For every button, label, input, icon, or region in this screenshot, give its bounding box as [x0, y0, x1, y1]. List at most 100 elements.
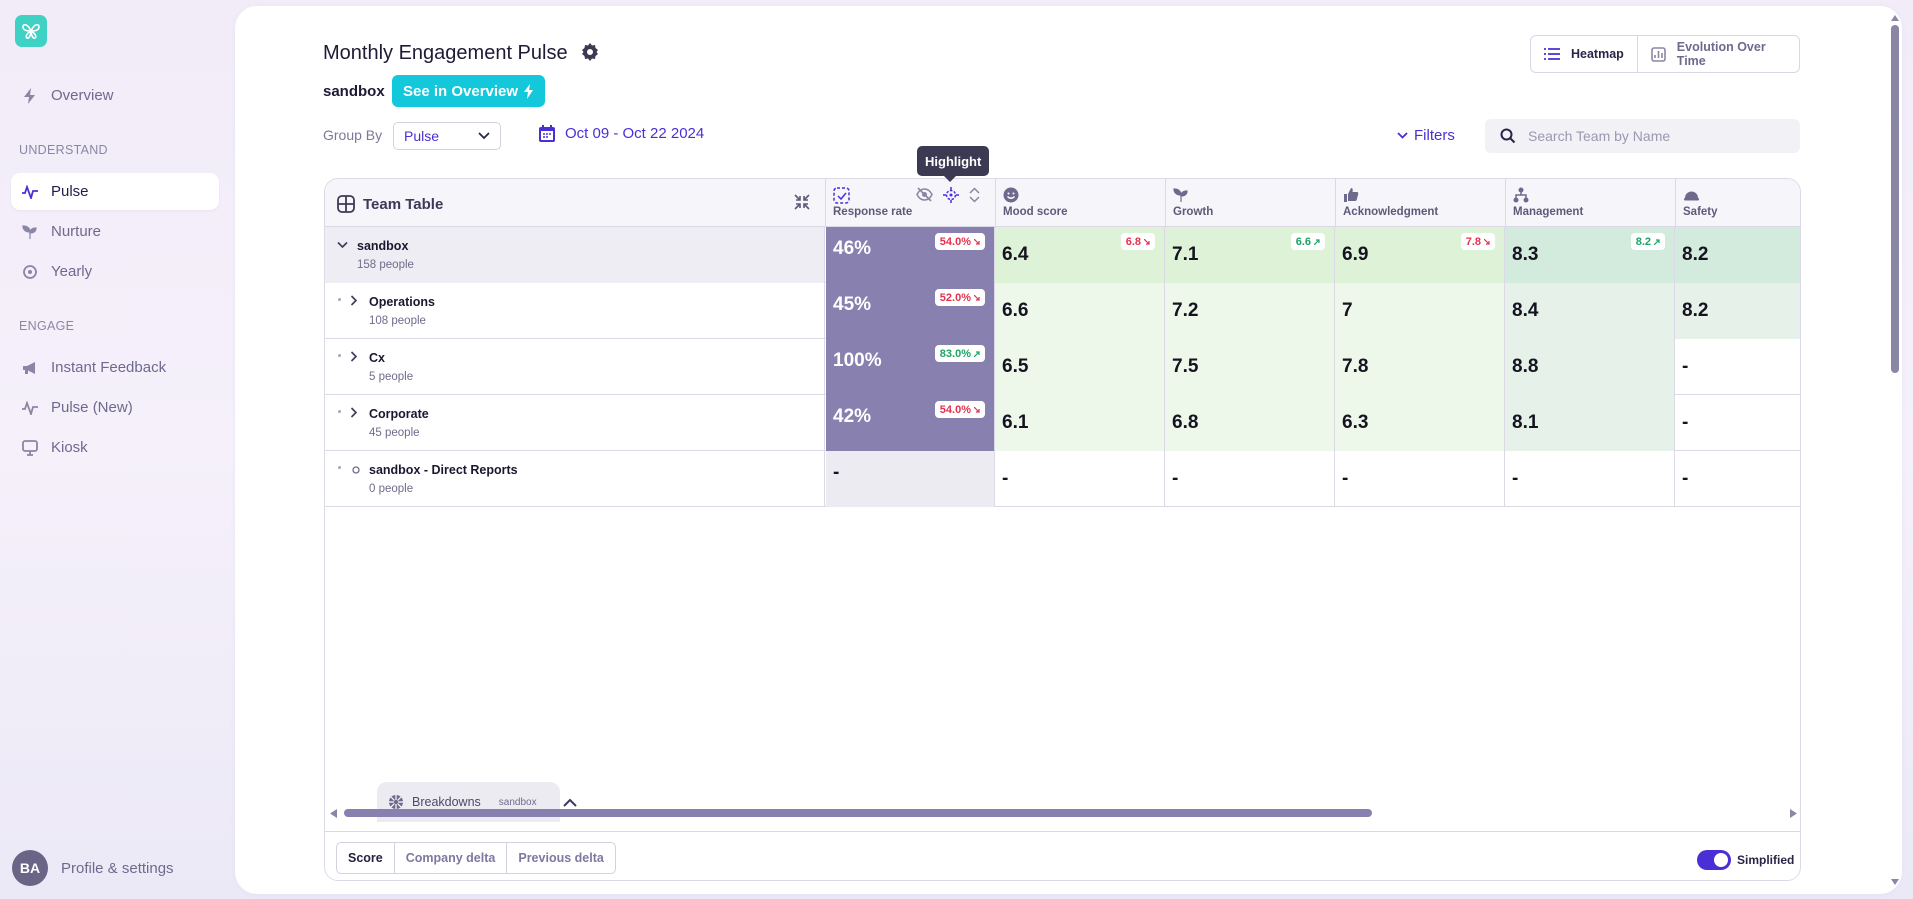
response-rate-cell[interactable]: 100% 83.0%	[826, 339, 995, 395]
see-in-overview-button[interactable]: See in Overview	[392, 75, 546, 107]
delta-badge: 54.0%	[934, 233, 985, 250]
sidebar-item-kiosk[interactable]: Kiosk	[11, 429, 219, 466]
pulse-icon	[22, 400, 38, 416]
page-scrollbar[interactable]	[1889, 15, 1901, 885]
management-cell[interactable]: 8.8	[1505, 339, 1675, 395]
arrow-up-icon[interactable]	[1891, 15, 1899, 21]
response-rate-cell[interactable]: 46% 54.0%	[826, 227, 995, 283]
date-range-picker[interactable]: Oct 09 - Oct 22 2024	[538, 124, 704, 143]
team-name[interactable]: Cx	[369, 351, 385, 365]
column-header-acknowledgment[interactable]: Acknowledgment	[1335, 179, 1505, 227]
management-cell[interactable]: -	[1505, 451, 1675, 507]
growth-cell[interactable]: -	[1165, 451, 1335, 507]
response-rate-cell[interactable]: 42% 54.0%	[826, 395, 995, 451]
profile-settings[interactable]: BA Profile & settings	[12, 850, 174, 886]
sprout-icon	[22, 224, 38, 240]
sidebar-item-instant-feedback[interactable]: Instant Feedback	[11, 349, 219, 386]
simplified-switch: Simplified	[1697, 850, 1794, 870]
safety-cell[interactable]: -	[1675, 395, 1800, 451]
collapse-icon[interactable]	[793, 193, 811, 211]
evolution-view-button[interactable]: Evolution Over Time	[1636, 36, 1799, 72]
mode-company-delta[interactable]: Company delta	[393, 843, 507, 873]
mode-score[interactable]: Score	[348, 851, 383, 865]
acknowledgment-cell[interactable]: 7	[1335, 283, 1505, 339]
team-name[interactable]: Corporate	[369, 407, 429, 421]
chevron-down-icon[interactable]	[337, 241, 348, 249]
column-header-mood-score[interactable]: Mood score	[995, 179, 1165, 227]
response-rate-cell[interactable]: -	[826, 451, 995, 507]
team-name[interactable]: Operations	[369, 295, 435, 309]
safety-cell[interactable]: 8.2	[1675, 227, 1800, 283]
bolt-icon	[22, 87, 38, 104]
main-panel: Monthly Engagement Pulse sandbox See in …	[235, 6, 1902, 894]
column-header-response-rate[interactable]: Response rate	[825, 179, 995, 227]
filters-button[interactable]: Filters	[1397, 127, 1455, 144]
sidebar-item-nurture[interactable]: Nurture	[11, 213, 219, 250]
team-name[interactable]: sandbox	[357, 239, 409, 253]
scrollbar-thumb[interactable]	[344, 809, 1372, 817]
horizontal-scrollbar[interactable]	[330, 807, 1797, 819]
gear-icon[interactable]	[580, 42, 600, 62]
safety-cell[interactable]: -	[1675, 339, 1800, 395]
chevron-right-icon[interactable]	[350, 407, 358, 418]
sidebar-item-pulse[interactable]: Pulse	[11, 173, 219, 210]
sidebar-item-overview[interactable]: Overview	[11, 77, 219, 114]
mood-score-cell[interactable]: 6.4 6.8	[995, 227, 1165, 283]
delta-badge: 83.0%	[934, 345, 985, 362]
mode-previous-delta[interactable]: Previous delta	[506, 843, 614, 873]
cell-value: 8.8	[1512, 356, 1539, 377]
delta-badge: 54.0%	[934, 401, 985, 418]
arrow-down-icon[interactable]	[1891, 879, 1899, 885]
chevron-right-icon[interactable]	[350, 295, 358, 306]
safety-cell[interactable]: 8.2	[1675, 283, 1800, 339]
acknowledgment-cell[interactable]: 6.9 7.8	[1335, 227, 1505, 283]
butterfly-logo-icon[interactable]	[15, 15, 47, 47]
chevron-up-icon[interactable]	[562, 798, 577, 807]
column-header-safety[interactable]: Safety	[1675, 179, 1800, 227]
crosshair-icon[interactable]	[943, 187, 959, 203]
growth-cell[interactable]: 7.5	[1165, 339, 1335, 395]
acknowledgment-cell[interactable]: 7.8	[1335, 339, 1505, 395]
group-by-select[interactable]: Pulse	[393, 122, 501, 150]
sidebar-item-label: Overview	[51, 87, 114, 104]
cell-value: 6.5	[1002, 356, 1029, 377]
management-cell[interactable]: 8.1	[1505, 395, 1675, 451]
delta-badge: 6.6	[1290, 233, 1325, 250]
growth-cell[interactable]: 6.8	[1165, 395, 1335, 451]
column-header-growth[interactable]: Growth	[1165, 179, 1335, 227]
growth-cell[interactable]: 7.1 6.6	[1165, 227, 1335, 283]
badge-value: 7.8	[1465, 235, 1481, 248]
team-people-count: 45 people	[369, 427, 420, 439]
column-header-management[interactable]: Management	[1505, 179, 1675, 227]
arrow-right-icon[interactable]	[1790, 809, 1797, 818]
mood-score-cell[interactable]: -	[995, 451, 1165, 507]
sprout-icon	[1173, 187, 1189, 203]
mood-score-cell[interactable]: 6.5	[995, 339, 1165, 395]
sort-icon[interactable]	[969, 187, 980, 203]
cell-value: 8.4	[1512, 300, 1539, 321]
search-icon	[1500, 128, 1516, 144]
arrow-down-right-icon	[1484, 238, 1490, 245]
aperture-icon	[388, 794, 404, 810]
scrollbar-thumb[interactable]	[1891, 25, 1899, 373]
mood-score-cell[interactable]: 6.6	[995, 283, 1165, 339]
cell-value: -	[1682, 356, 1689, 377]
arrow-down-right-icon	[974, 294, 980, 301]
arrow-left-icon[interactable]	[330, 809, 337, 818]
acknowledgment-cell[interactable]: -	[1335, 451, 1505, 507]
chevron-right-icon[interactable]	[350, 351, 358, 362]
safety-cell[interactable]: -	[1675, 451, 1800, 507]
team-name[interactable]: sandbox - Direct Reports	[369, 463, 518, 477]
management-cell[interactable]: 8.3 8.2	[1505, 227, 1675, 283]
sidebar-item-yearly[interactable]: Yearly	[11, 253, 219, 290]
acknowledgment-cell[interactable]: 6.3	[1335, 395, 1505, 451]
management-cell[interactable]: 8.4	[1505, 283, 1675, 339]
eye-off-icon[interactable]	[916, 187, 933, 203]
mood-score-cell[interactable]: 6.1	[995, 395, 1165, 451]
growth-cell[interactable]: 7.2	[1165, 283, 1335, 339]
heatmap-view-button[interactable]: Heatmap	[1531, 36, 1637, 72]
simplified-toggle[interactable]	[1697, 850, 1731, 870]
sidebar-item-pulse-new[interactable]: Pulse (New)	[11, 389, 219, 426]
response-rate-cell[interactable]: 45% 52.0%	[826, 283, 995, 339]
search-input[interactable]	[1528, 128, 1778, 144]
